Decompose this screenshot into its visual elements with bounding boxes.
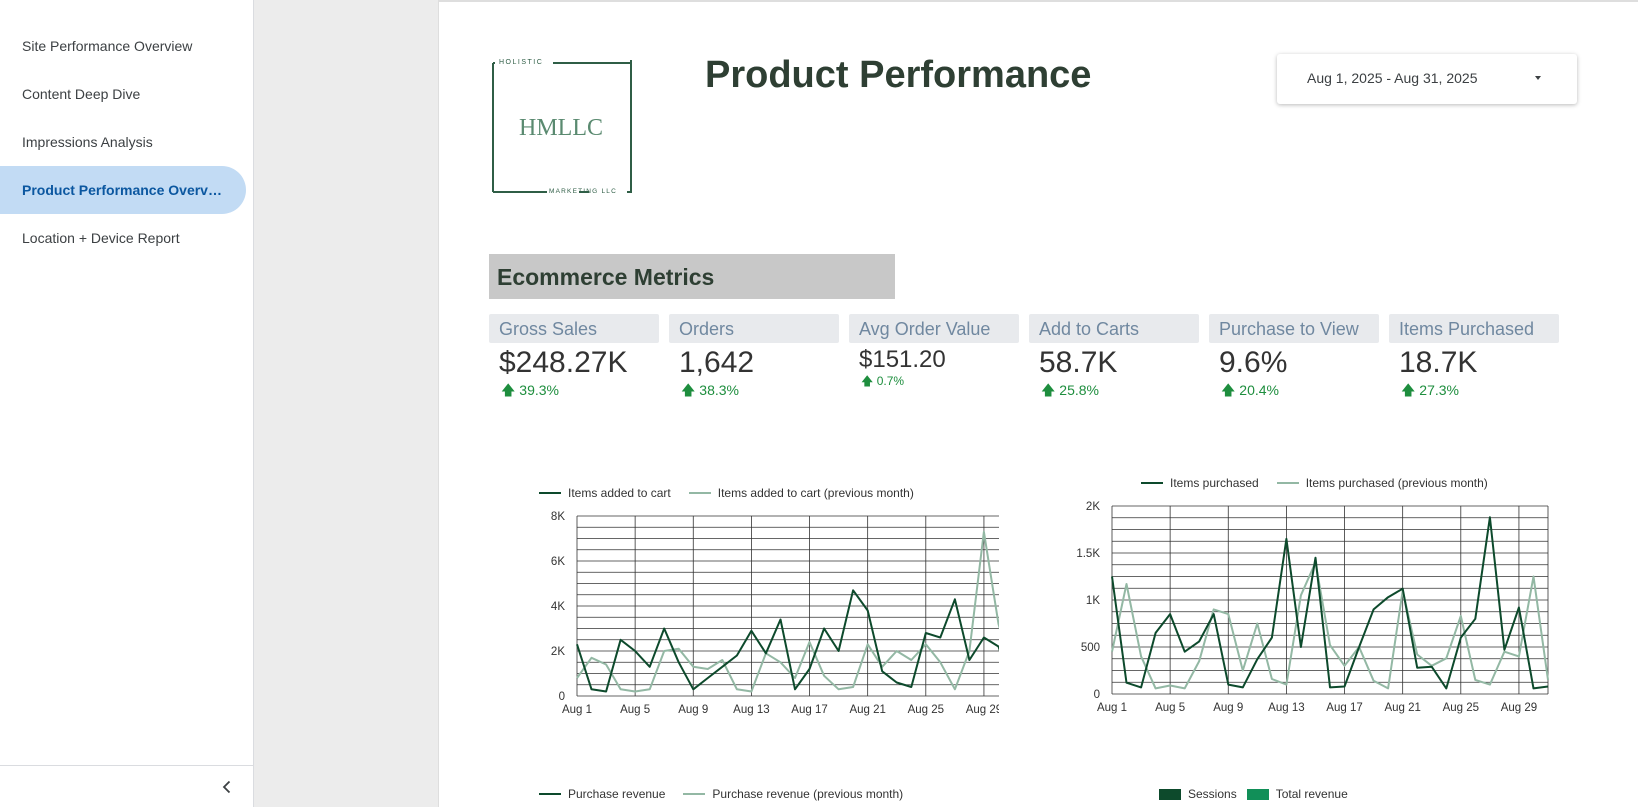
kpi-label: Gross Sales <box>489 314 659 343</box>
legend-item-purchase-revenue[interactable]: Purchase revenue <box>539 787 665 801</box>
x-tick-label: Aug 1 <box>1097 702 1127 714</box>
x-tick-label: Aug 29 <box>966 704 999 716</box>
x-tick-label: Aug 21 <box>849 704 885 716</box>
legend-item-sessions[interactable]: Sessions <box>1159 787 1237 801</box>
series-line-previous <box>576 530 999 693</box>
legend-item-previous[interactable]: Items added to cart (previous month) <box>688 486 914 500</box>
chart-legend-sessions: Sessions Total revenue <box>1159 787 1366 801</box>
sidebar-item-content-deep-dive[interactable]: Content Deep Dive <box>22 86 141 102</box>
kpi-items-purchased[interactable]: Items Purchased 18.7K 🡅 27.3% <box>1389 314 1559 404</box>
kpi-delta: 🡅 25.8% <box>1041 382 1099 398</box>
caret-down-icon <box>1535 76 1541 80</box>
arrow-up-icon: 🡅 <box>1041 382 1056 398</box>
y-tick-label: 8K <box>551 511 565 523</box>
kpi-delta: 🡅 38.3% <box>681 382 739 398</box>
x-tick-label: Aug 1 <box>562 704 592 716</box>
items-purchased-chart[interactable]: Aug 1 Aug 5 Aug 9 Aug 13 Aug 17 Aug 21 Aug 25 A… <box>1059 492 1638 732</box>
x-tick-label: Aug 17 <box>791 704 827 716</box>
x-tick-label: Aug 9 <box>1213 702 1243 714</box>
x-tick-label: Aug 9 <box>678 704 708 716</box>
kpi-value: $248.27K <box>499 346 628 379</box>
kpi-label: Purchase to View <box>1209 314 1379 343</box>
sidebar: Site Performance Overview Content Deep D… <box>0 0 254 807</box>
chart-legend-purchased: Items purchased Items purchased (previou… <box>1141 476 1506 490</box>
kpi-label: Add to Carts <box>1029 314 1199 343</box>
x-tick-label: Aug 5 <box>620 704 650 716</box>
x-tick-label: Aug 29 <box>1501 702 1537 714</box>
sidebar-item-product-performance-overview[interactable]: Product Performance Overview <box>0 166 246 214</box>
date-range-picker[interactable]: Aug 1, 2025 - Aug 31, 2025 <box>1277 54 1577 104</box>
sidebar-item-impressions-analysis[interactable]: Impressions Analysis <box>22 134 153 150</box>
kpi-gross-sales[interactable]: Gross Sales $248.27K 🡅 39.3% <box>489 314 659 404</box>
kpi-value: 1,642 <box>679 346 755 379</box>
chevron-left-icon[interactable] <box>218 778 236 796</box>
kpi-avg-order-value[interactable]: Avg Order Value $151.20 🡅 0.7% <box>849 314 1019 404</box>
arrow-up-icon: 🡅 <box>681 382 696 398</box>
sidebar-footer <box>0 765 254 807</box>
arrow-up-icon: 🡅 <box>1401 382 1416 398</box>
kpi-value: 9.6% <box>1219 346 1288 379</box>
kpi-label: Items Purchased <box>1389 314 1559 343</box>
kpi-value: $151.20 <box>859 346 946 373</box>
date-range-value: Aug 1, 2025 - Aug 31, 2025 <box>1307 70 1478 86</box>
y-tick-label: 1K <box>1086 595 1100 607</box>
legend-item-current[interactable]: Items purchased <box>1141 476 1259 490</box>
logo-top-text: HOLISTIC <box>499 59 543 66</box>
chart-legend-cart: Items added to cart Items added to cart … <box>539 486 932 500</box>
legend-item-total-revenue[interactable]: Total revenue <box>1246 787 1348 801</box>
report-canvas: HOLISTIC HMLLC MARKETING LLC Product Per… <box>438 0 1638 807</box>
kpi-add-to-carts[interactable]: Add to Carts 58.7K 🡅 25.8% <box>1029 314 1199 404</box>
section-header: Ecommerce Metrics <box>489 254 895 299</box>
kpi-orders[interactable]: Orders 1,642 🡅 38.3% <box>669 314 839 404</box>
x-tick-label: Aug 25 <box>1443 702 1479 714</box>
kpi-delta: 🡅 39.3% <box>501 382 559 398</box>
series-line-current <box>1111 516 1549 690</box>
x-tick-label: Aug 17 <box>1326 702 1362 714</box>
legend-item-purchase-revenue-previous[interactable]: Purchase revenue (previous month) <box>683 787 903 801</box>
kpi-delta: 🡅 27.3% <box>1401 382 1459 398</box>
arrow-up-icon: 🡅 <box>861 374 874 388</box>
y-tick-label: 1.5K <box>1076 548 1100 560</box>
kpi-label: Orders <box>669 314 839 343</box>
kpi-purchase-to-view[interactable]: Purchase to View 9.6% 🡅 20.4% <box>1209 314 1379 404</box>
kpi-label: Avg Order Value <box>849 314 1019 343</box>
y-tick-label: 0 <box>559 691 565 703</box>
arrow-up-icon: 🡅 <box>1221 382 1236 398</box>
sidebar-item-location-device-report[interactable]: Location + Device Report <box>22 230 180 246</box>
y-tick-label: 500 <box>1081 642 1100 654</box>
y-tick-label: 2K <box>1086 501 1100 513</box>
legend-item-previous[interactable]: Items purchased (previous month) <box>1276 476 1488 490</box>
company-logo: HOLISTIC HMLLC MARKETING LLC <box>489 54 637 200</box>
kpi-delta: 🡅 20.4% <box>1221 382 1279 398</box>
x-tick-label: Aug 25 <box>908 704 944 716</box>
items-added-to-cart-chart[interactable]: Aug 1 Aug 5 Aug 9 Aug 13 Aug 17 Aug 21 Aug 25 A… <box>479 502 999 732</box>
x-tick-label: Aug 13 <box>733 704 769 716</box>
x-tick-label: Aug 5 <box>1155 702 1185 714</box>
kpi-value: 18.7K <box>1399 346 1478 379</box>
kpi-delta: 🡅 0.7% <box>861 374 905 388</box>
y-tick-label: 4K <box>551 601 565 613</box>
section-title: Ecommerce Metrics <box>497 264 715 290</box>
legend-item-current[interactable]: Items added to cart <box>539 486 671 500</box>
logo-main-text: HMLLC <box>519 115 603 141</box>
y-tick-label: 0 <box>1094 689 1100 701</box>
series-line-previous <box>1111 561 1549 690</box>
page-title: Product Performance <box>705 54 1092 96</box>
y-tick-label: 6K <box>551 556 565 568</box>
x-tick-label: Aug 21 <box>1384 702 1420 714</box>
chart-legend-revenue: Purchase revenue Purchase revenue (previ… <box>539 787 921 801</box>
x-tick-label: Aug 13 <box>1268 702 1304 714</box>
y-tick-label: 2K <box>551 646 565 658</box>
logo-bottom-text: MARKETING LLC <box>549 188 617 195</box>
sidebar-item-site-performance-overview[interactable]: Site Performance Overview <box>22 38 193 54</box>
series-line-current <box>576 589 999 693</box>
kpi-value: 58.7K <box>1039 346 1118 379</box>
arrow-up-icon: 🡅 <box>501 382 516 398</box>
